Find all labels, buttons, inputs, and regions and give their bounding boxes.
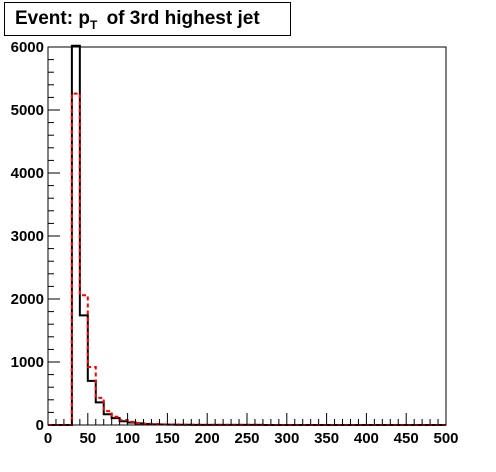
y-tick-label: 6000 bbox=[11, 39, 44, 56]
x-tick-label: 50 bbox=[79, 430, 96, 447]
y-tick-label: 3000 bbox=[11, 228, 44, 245]
x-tick-label: 250 bbox=[234, 430, 259, 447]
y-axis: 0 1000 2000 3000 4000 5000 6000 bbox=[11, 39, 60, 434]
y-tick-label: 1000 bbox=[11, 354, 44, 371]
series-1-line bbox=[48, 44, 446, 426]
series-layer bbox=[48, 44, 446, 426]
series-2-line bbox=[48, 92, 446, 426]
plot-frame bbox=[47, 46, 447, 426]
x-axis: 0 50 100 150 200 250 300 350 400 450 500 bbox=[44, 413, 459, 447]
x-tick-label: 0 bbox=[44, 430, 52, 447]
x-tick-label: 350 bbox=[314, 430, 339, 447]
title-suffix: of 3rd highest jet bbox=[101, 8, 260, 29]
x-tick-label: 500 bbox=[433, 430, 458, 447]
y-tick-label: 2000 bbox=[11, 291, 44, 308]
x-tick-label: 200 bbox=[195, 430, 220, 447]
y-tick-label: 5000 bbox=[11, 102, 44, 119]
x-tick-label: 300 bbox=[274, 430, 299, 447]
title-subscript: T bbox=[89, 18, 98, 32]
x-tick-label: 150 bbox=[155, 430, 180, 447]
title-prefix: Event: p bbox=[15, 8, 90, 29]
y-tick-label: 4000 bbox=[11, 165, 44, 182]
y-tick-label: 0 bbox=[36, 417, 44, 434]
chart-title: Event: pT of 3rd highest jet bbox=[4, 2, 291, 36]
x-tick-label: 400 bbox=[354, 430, 379, 447]
x-tick-label: 100 bbox=[115, 430, 140, 447]
x-tick-label: 450 bbox=[394, 430, 419, 447]
